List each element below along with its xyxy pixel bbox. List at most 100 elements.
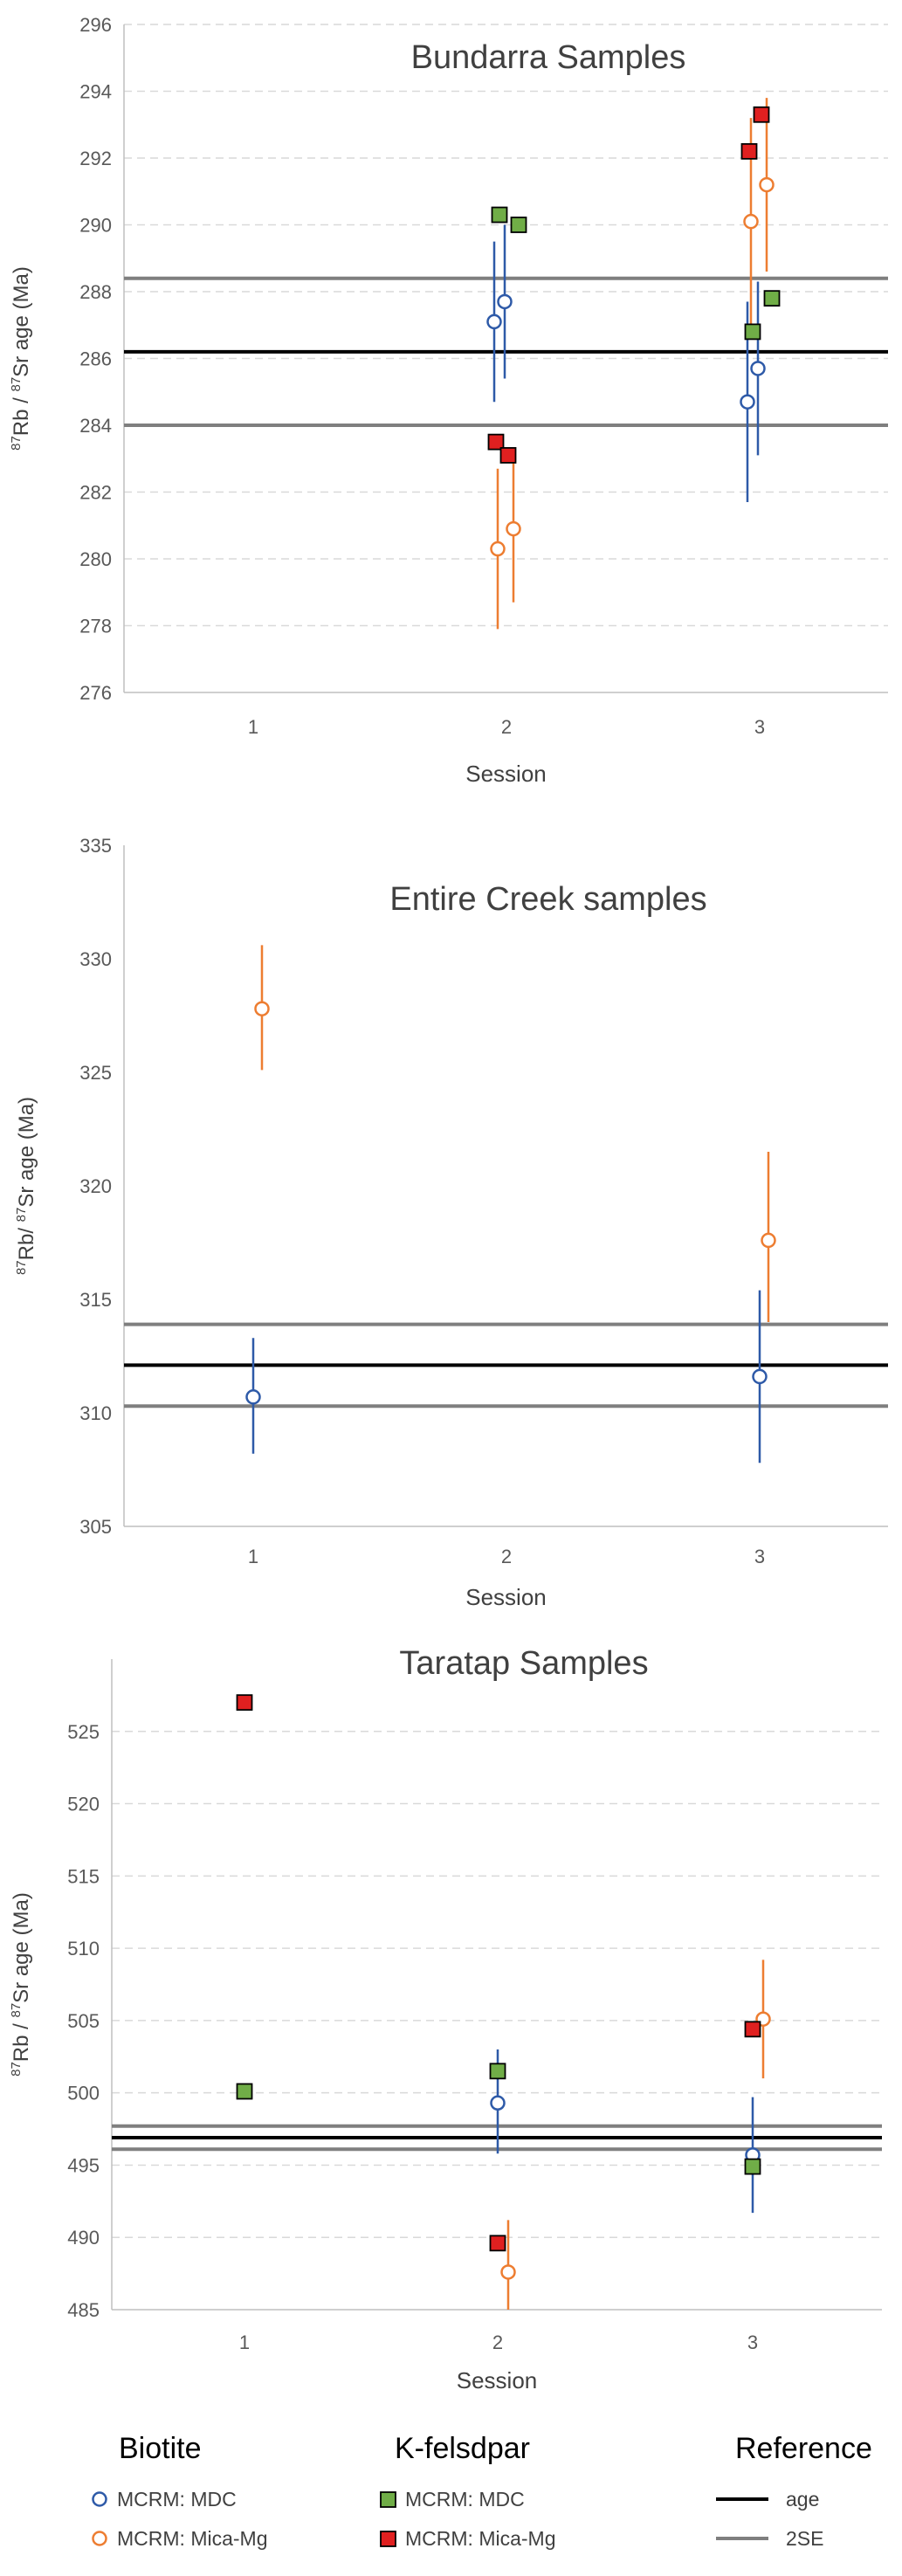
legend-marker-k-felsdpar-mcrm-mdc <box>380 2491 396 2508</box>
legend-label-k-felsdpar-mcrm-mica-mg: MCRM: Mica-Mg <box>405 2527 556 2550</box>
point-biotite-mdc <box>497 293 513 310</box>
x-tick-label: 2 <box>492 2331 503 2353</box>
y-tick-label: 286 <box>79 348 112 370</box>
y-tick-label: 292 <box>79 148 112 169</box>
y-tick-label: 282 <box>79 482 112 504</box>
x-tick-label: 3 <box>754 1546 765 1567</box>
point-kfelsdpar-micamg <box>236 1694 253 1712</box>
point-kfelsdpar-mdc <box>236 2083 253 2100</box>
point-biotite-mdc <box>486 313 502 330</box>
point-kfelsdpar-mdc <box>510 217 527 233</box>
y-axis-label-text: Sr age (Ma) <box>10 266 33 377</box>
y-axis-label-superscript: 87 <box>14 1208 29 1223</box>
y-tick-label: 510 <box>67 1938 100 1960</box>
point-kfelsdpar-mdc <box>763 290 781 307</box>
y-tick-label: 325 <box>79 1062 112 1084</box>
point-biotite-micamg <box>254 1001 270 1016</box>
y-tick-label: 278 <box>79 616 112 637</box>
x-tick-label: 1 <box>248 1546 258 1567</box>
x-tick-label: 1 <box>248 716 258 738</box>
point-biotite-micamg <box>761 1232 776 1249</box>
y-axis-label-text: Rb / <box>10 392 33 437</box>
legend-group-title: Biotite <box>119 2432 202 2465</box>
legend-marker-k-felsdpar-mcrm-mica-mg <box>380 2531 396 2547</box>
y-axis-label-superscript: 87 <box>9 377 24 392</box>
y-tick-label: 280 <box>79 548 112 570</box>
y-tick-label: 330 <box>79 948 112 970</box>
point-biotite-mdc <box>750 361 766 376</box>
legend-label-reference-age: age <box>786 2488 819 2511</box>
y-tick-label: 284 <box>79 415 112 437</box>
point-biotite-mdc <box>490 2095 506 2111</box>
point-biotite-micamg <box>500 2264 516 2280</box>
y-tick-label: 320 <box>79 1175 112 1197</box>
point-kfelsdpar-mdc <box>489 2063 506 2080</box>
point-kfelsdpar-micamg <box>499 447 517 464</box>
point-biotite-mdc <box>752 1368 768 1385</box>
y-tick-label: 525 <box>67 1721 100 1743</box>
legend-label-reference-2se: 2SE <box>786 2527 823 2550</box>
y-tick-label: 315 <box>79 1289 112 1311</box>
legend-label-biotite-mcrm-mica-mg: MCRM: Mica-Mg <box>117 2527 268 2550</box>
y-tick-label: 495 <box>67 2154 100 2176</box>
y-tick-label: 310 <box>79 1402 112 1424</box>
y-axis-label-superscript: 87 <box>9 436 24 451</box>
y-tick-label: 276 <box>79 682 112 704</box>
y-tick-label: 490 <box>67 2227 100 2249</box>
point-kfelsdpar-micamg <box>489 2235 506 2252</box>
point-kfelsdpar-mdc <box>491 206 508 224</box>
point-kfelsdpar-mdc <box>744 2158 761 2175</box>
chart-panel-2: 305 310 315 320 325 330 335 1 2 3 Entire Creek sam… <box>14 835 888 1610</box>
y-tick-label: 290 <box>79 215 112 237</box>
point-biotite-mdc <box>740 394 755 410</box>
point-biotite-mdc <box>245 1389 261 1405</box>
y-axis-label: 87Rb / 87Sr age (Ma) <box>9 266 33 451</box>
legend-label-k-felsdpar-mcrm-mdc: MCRM: MDC <box>405 2488 525 2511</box>
legend-group-title: Reference <box>735 2432 872 2465</box>
y-tick-label: 335 <box>79 835 112 857</box>
chart-title: Taratap Samples <box>399 1645 648 1682</box>
chart-title: Entire Creek samples <box>389 881 706 918</box>
point-biotite-micamg <box>506 520 521 537</box>
y-axis-label-superscript: 87 <box>9 2062 24 2077</box>
x-tick-label: 3 <box>754 716 765 738</box>
y-tick-label: 520 <box>67 1794 100 1815</box>
y-tick-label: 485 <box>67 2299 100 2321</box>
y-axis-label-text: Sr age (Ma) <box>10 1892 33 2003</box>
chart-title: Bundarra Samples <box>411 39 686 76</box>
point-biotite-micamg <box>490 541 506 557</box>
y-tick-label: 288 <box>79 281 112 303</box>
legend-group-title: K-felsdpar <box>395 2432 530 2465</box>
x-tick-label: 2 <box>501 716 512 738</box>
y-axis-label: 87Rb/ 87Sr age (Ma) <box>14 1097 38 1275</box>
y-tick-label: 296 <box>79 14 112 36</box>
point-biotite-micamg <box>759 176 775 193</box>
y-tick-label: 505 <box>67 2010 100 2032</box>
y-axis-label-superscript: 87 <box>9 2003 24 2018</box>
x-axis-label: Session <box>457 2367 538 2393</box>
y-tick-label: 294 <box>79 81 112 103</box>
y-tick-label: 515 <box>67 1865 100 1887</box>
x-tick-label: 3 <box>747 2331 758 2353</box>
legend-label-biotite-mcrm-mdc: MCRM: MDC <box>117 2488 237 2511</box>
point-kfelsdpar-mdc <box>744 323 761 341</box>
x-tick-label: 2 <box>501 1546 512 1567</box>
legend-marker-biotite-mcrm-mica-mg <box>92 2531 107 2546</box>
y-axis-label-text: Rb/ <box>15 1222 38 1260</box>
point-kfelsdpar-micamg <box>753 106 770 123</box>
point-kfelsdpar-micamg <box>487 433 505 451</box>
legend: Biotite MCRM: MDC MCRM: Mica-Mg K-felsdpar M… <box>92 2432 872 2550</box>
point-kfelsdpar-micamg <box>744 2021 761 2038</box>
point-kfelsdpar-micamg <box>740 142 758 160</box>
y-axis-label-text: Rb / <box>10 2018 33 2063</box>
y-axis-label-text: Sr age (Ma) <box>15 1097 38 1208</box>
chart-panel-3: 485 490 495 500 505 510 515 520 525 1 2 3 Taratap Sa… <box>9 1645 882 2393</box>
y-tick-label: 500 <box>67 2083 100 2104</box>
legend-marker-biotite-mcrm-mdc <box>92 2491 107 2507</box>
y-axis-label: 87Rb / 87Sr age (Ma) <box>9 1892 33 2077</box>
y-tick-label: 305 <box>79 1516 112 1538</box>
x-axis-label: Session <box>465 761 547 787</box>
x-tick-label: 1 <box>239 2331 250 2353</box>
y-axis-label-superscript: 87 <box>14 1260 29 1275</box>
